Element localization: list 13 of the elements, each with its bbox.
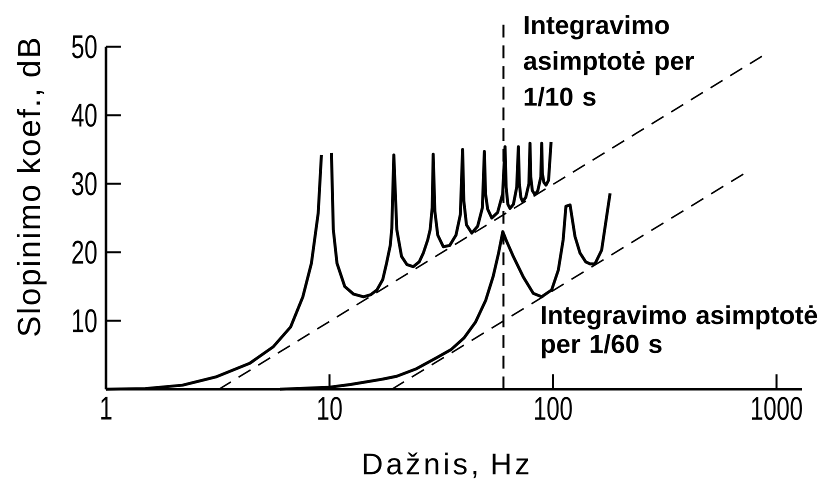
- y-tick-label: 40: [72, 104, 97, 127]
- y-axis-title: Slopinimo koef., dB: [16, 38, 47, 336]
- y-tick-label: 10: [72, 309, 97, 332]
- x-tick-label: 100: [535, 396, 572, 420]
- x-tick-label: 10: [318, 396, 342, 420]
- y-tick-label: 30: [72, 172, 97, 196]
- y-tick-label: 50: [72, 35, 97, 58]
- x-axis-title: Dažnis, Hz: [364, 452, 528, 478]
- series-label: Integravimo asimptotė per 1/10 s: [524, 15, 694, 106]
- y-tick-label: 20: [72, 240, 97, 264]
- x-tick-label: 1: [101, 396, 112, 420]
- x-tick-label: 1000: [752, 396, 802, 420]
- series-label: Integravimo asimptotė per 1/60 s: [542, 305, 818, 358]
